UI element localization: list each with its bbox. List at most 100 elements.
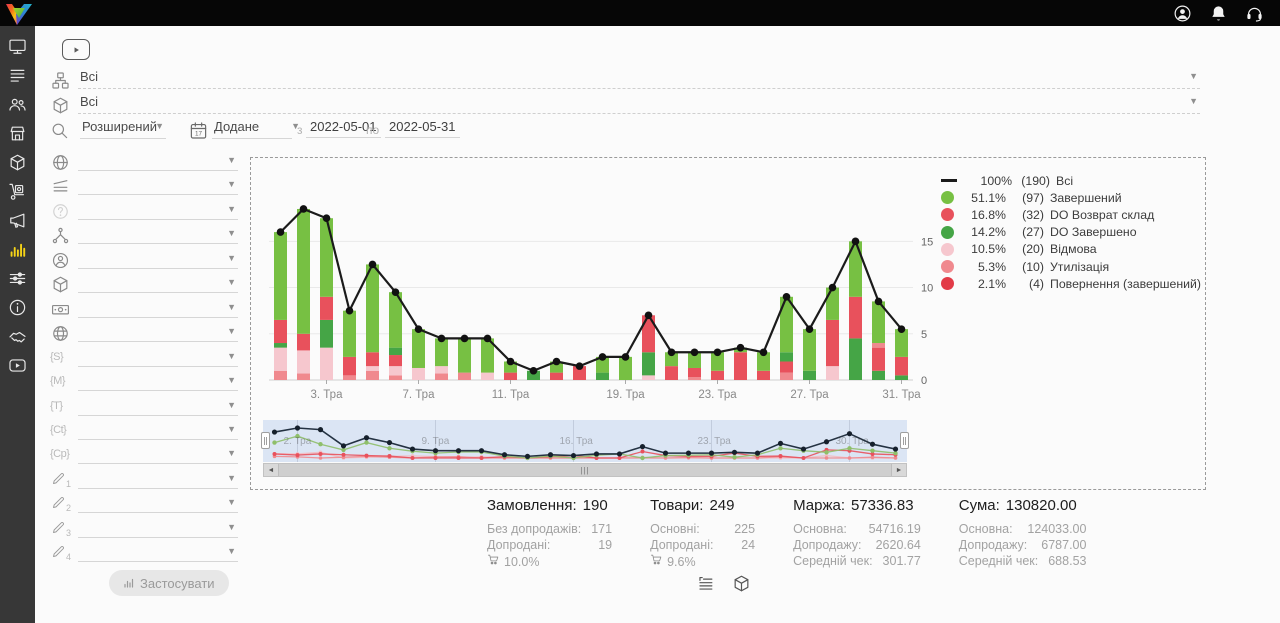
bar-segment-util[interactable] (389, 375, 402, 380)
line-point[interactable] (759, 348, 768, 357)
scrollbar-grip[interactable]: ||| (580, 465, 590, 475)
bar-segment-do_return[interactable] (642, 315, 655, 353)
legend-item[interactable]: 51.1% (97) Завершений (941, 189, 1201, 206)
sidebar-item-analytics-icon[interactable] (8, 240, 27, 259)
line-point[interactable] (667, 348, 676, 357)
bar-segment-do_done[interactable] (780, 352, 793, 362)
line-point[interactable] (828, 283, 837, 292)
bar-segment-completed[interactable] (711, 352, 724, 371)
bar-segment-completed[interactable] (895, 329, 908, 357)
app-logo-icon[interactable] (4, 2, 34, 27)
apply-filters-button[interactable]: Застосувати (109, 570, 229, 596)
bar-segment-completed[interactable] (389, 292, 402, 348)
date-from-input[interactable]: 2022-05-01 (306, 118, 381, 138)
sidebar-item-automation-icon[interactable] (8, 269, 27, 288)
bar-segment-completed[interactable] (826, 287, 839, 320)
bar-segment-do_done[interactable] (527, 370, 540, 380)
sidebar-item-orders-icon[interactable] (8, 66, 27, 85)
bar-segment-do_return[interactable] (366, 352, 379, 367)
bar-segment-vidmova[interactable] (320, 347, 333, 380)
bar-segment-do_return[interactable] (757, 370, 770, 380)
filter-select-products[interactable]: ▼ (78, 274, 238, 294)
navigator-right-handle[interactable] (900, 432, 909, 449)
bar-segment-do_done[interactable] (596, 372, 609, 380)
filter-select-token-T[interactable]: ▼ (78, 397, 238, 416)
line-point[interactable] (345, 306, 354, 315)
category-filter-select[interactable]: Всі ▼ (78, 68, 1200, 89)
bar-segment-do_done[interactable] (389, 347, 402, 356)
bar-segment-completed[interactable] (550, 361, 563, 373)
line-point[interactable] (644, 311, 653, 320)
orders-stacked-bar-chart[interactable]: 0 5 10 15 3. Тра 7. Тра 11. Тра 19. Тра 23. Тра 2… (261, 166, 953, 412)
line-point[interactable] (414, 325, 423, 333)
line-point[interactable] (598, 353, 607, 361)
bar-segment-do_return[interactable] (688, 367, 701, 378)
line-point[interactable] (368, 260, 377, 269)
bar-segment-do_return[interactable] (550, 372, 563, 380)
legend-item[interactable]: 100% (190) Всі (941, 172, 1201, 189)
bar-segment-util[interactable] (688, 377, 701, 380)
line-point[interactable] (897, 325, 906, 333)
filter-select-person-circle[interactable]: ▼ (78, 250, 238, 269)
legend-item[interactable]: 16.8% (32) DO Возврат склад (941, 206, 1201, 223)
filter-select-web[interactable]: ▼ (78, 323, 238, 343)
bar-segment-util[interactable] (343, 375, 356, 380)
legend-item[interactable]: 5.3% (10) Утилізація (941, 258, 1201, 275)
line-point[interactable] (782, 293, 791, 301)
line-point[interactable] (506, 357, 515, 366)
line-point[interactable] (322, 214, 331, 223)
bar-segment-do_return[interactable] (826, 319, 839, 367)
line-point[interactable] (460, 334, 469, 343)
video-tutorial-button[interactable] (62, 39, 90, 60)
bar-segment-completed[interactable] (458, 338, 471, 373)
bar-segment-util[interactable] (780, 372, 793, 380)
headset-icon[interactable] (1245, 4, 1264, 23)
filter-select-custom-field-4[interactable]: ▼ (78, 543, 238, 563)
line-point[interactable] (575, 362, 584, 370)
bar-segment-do_return[interactable] (895, 356, 908, 376)
product-filter-select[interactable]: Всі ▼ (78, 93, 1200, 114)
bar-segment-do_return[interactable] (849, 296, 862, 339)
bar-segment-do_return[interactable] (389, 355, 402, 367)
bar-segment-do_return[interactable] (780, 361, 793, 373)
bar-segment-completed[interactable] (481, 338, 494, 373)
filter-select-token-Cp[interactable]: ▼ (78, 445, 238, 465)
line-point[interactable] (483, 334, 492, 343)
bar-segment-do_done[interactable] (274, 343, 287, 348)
products-view-toggle-icon[interactable] (732, 574, 751, 593)
bar-segment-do_return[interactable] (320, 296, 333, 320)
bar-segment-completed[interactable] (849, 241, 862, 297)
bar-segment-vidmova[interactable] (366, 366, 379, 371)
line-point[interactable] (874, 297, 883, 306)
sidebar-item-partners-icon[interactable] (8, 327, 27, 346)
filter-select-custom-field-2[interactable]: ▼ (78, 494, 238, 514)
bar-segment-do_return[interactable] (297, 333, 310, 351)
filter-select-token-S[interactable]: ▼ (78, 348, 238, 367)
bar-segment-util[interactable] (872, 343, 885, 348)
bar-segment-vidmova[interactable] (481, 372, 494, 380)
line-point[interactable] (529, 366, 538, 375)
line-point[interactable] (805, 325, 814, 333)
date-to-input[interactable]: 2022-05-31 (385, 118, 460, 138)
filter-select-custom-field-1[interactable]: ▼ (78, 470, 238, 489)
sidebar-item-marketing-icon[interactable] (8, 211, 27, 230)
bar-segment-vidmova[interactable] (826, 366, 839, 380)
legend-item[interactable]: 14.2% (27) DO Завершено (941, 224, 1201, 241)
bar-segment-do_return[interactable] (665, 366, 678, 380)
filter-select-help[interactable]: ▼ (78, 201, 238, 220)
filter-select-globe[interactable]: ▼ (78, 152, 238, 171)
bar-segment-do_return[interactable] (734, 352, 747, 380)
bar-segment-do_return[interactable] (274, 319, 287, 344)
bar-segment-completed[interactable] (320, 218, 333, 297)
bar-segment-vidmova[interactable] (297, 350, 310, 374)
bar-segment-completed[interactable] (435, 338, 448, 367)
bar-segment-vidmova[interactable] (274, 347, 287, 371)
bar-segment-do_done[interactable] (872, 370, 885, 380)
sidebar-item-store-icon[interactable] (8, 124, 27, 143)
bar-segment-do_done[interactable] (320, 319, 333, 348)
filter-select-banknote[interactable]: ▼ (78, 299, 238, 318)
line-point[interactable] (391, 288, 400, 296)
bar-segment-do_done[interactable] (895, 375, 908, 380)
search-mode-select[interactable]: Розширений ▼ (80, 118, 166, 139)
chart-scrollbar[interactable]: ◄ ||| ► (263, 463, 907, 477)
